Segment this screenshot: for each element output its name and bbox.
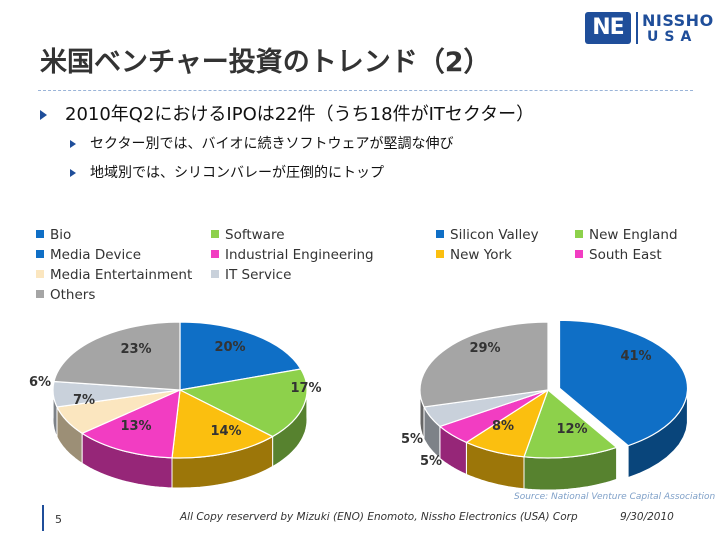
bullet-sub-1-text: セクター別では、バイオに続きソフトウェアが堅調な伸び xyxy=(90,136,454,152)
page-number: 5 xyxy=(55,513,62,526)
source-note: Source: National Venture Capital Associa… xyxy=(514,492,716,502)
company-logo: NE NISSHO USA xyxy=(585,8,713,48)
legend-item-bio: Bio xyxy=(36,227,71,243)
legend-label: New England xyxy=(589,227,678,243)
sector-slice-3 xyxy=(80,389,181,459)
legend-label: Media Device xyxy=(50,247,142,263)
legend-item-media-entertainment: Media Entertainment xyxy=(36,267,192,283)
sector-slice-label-2: 14% xyxy=(210,424,241,439)
legend-swatch xyxy=(436,230,444,238)
legend-label: IT Service xyxy=(225,267,292,283)
legend-item-new-england: New England xyxy=(575,227,678,243)
sector-slice-1 xyxy=(178,368,308,438)
legend-item-it-service: IT Service xyxy=(211,267,291,283)
legend-item-software: Software xyxy=(211,227,285,243)
legend-swatch xyxy=(211,270,219,278)
region-slice-label-2: 8% xyxy=(492,419,514,434)
sector-slice-label-0: 20% xyxy=(214,340,245,355)
legend-item-silicon-valley: Silicon Valley xyxy=(436,227,539,243)
region-slice-label-1: 12% xyxy=(556,422,587,437)
region-slice-5 xyxy=(419,321,549,408)
legend-label: South East xyxy=(589,247,662,263)
legend-item-industrial-engineering: Industrial Engineering xyxy=(211,247,374,263)
page-title: 米国ベンチャー投資のトレンド（2） xyxy=(40,47,491,78)
legend-label: Silicon Valley xyxy=(450,227,539,243)
legend-swatch xyxy=(36,230,44,238)
legend-item-new-york: New York xyxy=(436,247,512,263)
region-slice-label-3: 5% xyxy=(401,432,423,447)
legend-label: Bio xyxy=(50,227,72,243)
region-slice-1 xyxy=(523,388,618,459)
sector-slice-label-4: 7% xyxy=(73,393,95,408)
legend-item-south-east: South East xyxy=(575,247,662,263)
sector-slice-6 xyxy=(53,321,181,391)
bullet-main-text: 2010年Q2におけるIPOは22件（うち18件がITセクター） xyxy=(65,104,535,125)
legend-swatch xyxy=(36,290,44,298)
region-slice-label-5: 29% xyxy=(469,341,500,356)
pie-chart-sector: 20% 17% 14% 13% 7% 6% 23% xyxy=(29,321,322,489)
sector-slice-label-5: 6% xyxy=(29,375,51,390)
legend-item-others: Others xyxy=(36,287,95,303)
legend-label: Software xyxy=(225,227,285,243)
bullet-sub-2-text: 地域別では、シリコンバレーが圧倒的にトップ xyxy=(90,165,384,181)
footer-divider xyxy=(42,505,44,531)
region-slice-0 xyxy=(558,319,689,447)
legend-label: New York xyxy=(450,247,512,263)
sector-slice-0 xyxy=(179,321,302,391)
logo-divider xyxy=(636,12,638,44)
copyright-text: All Copy reserverd by Mizuki (ENO) Enomo… xyxy=(180,511,578,523)
region-slice-label-4: 5% xyxy=(420,454,442,469)
legend-swatch xyxy=(436,250,444,258)
legend-label: Media Entertainment xyxy=(50,267,193,283)
bullet-arrow-icon xyxy=(40,110,47,120)
bullet-arrow-icon xyxy=(70,169,76,177)
footer-date: 9/30/2010 xyxy=(620,511,674,523)
legend-swatch xyxy=(575,230,583,238)
bullet-arrow-icon xyxy=(70,140,76,148)
legend-swatch xyxy=(211,230,219,238)
legend-label: Others xyxy=(50,287,96,303)
sector-slice-label-6: 23% xyxy=(120,342,151,357)
logo-line2: USA xyxy=(647,29,698,45)
legend-swatch xyxy=(36,250,44,258)
bullet-main: 2010年Q2におけるIPOは22件（うち18件がITセクター） xyxy=(40,100,534,126)
sector-slice-label-1: 17% xyxy=(290,381,321,396)
bullet-sub-2: 地域別では、シリコンバレーが圧倒的にトップ xyxy=(70,162,384,182)
legend-swatch xyxy=(211,250,219,258)
logo-line1: NISSHO xyxy=(642,11,714,30)
sector-slice-2 xyxy=(171,389,274,459)
pie-chart-region: 41% 12% 8% 5% 5% 29% xyxy=(401,319,689,491)
title-divider xyxy=(38,90,693,91)
legend-label: Industrial Engineering xyxy=(225,247,374,263)
legend-swatch xyxy=(575,250,583,258)
bullet-sub-1: セクター別では、バイオに続きソフトウェアが堅調な伸び xyxy=(70,133,453,153)
region-slice-label-0: 41% xyxy=(620,349,651,364)
sector-slice-label-3: 13% xyxy=(120,419,151,434)
legend-swatch xyxy=(36,270,44,278)
logo-mark: NE xyxy=(585,12,631,44)
legend-item-media-device: Media Device xyxy=(36,247,141,263)
